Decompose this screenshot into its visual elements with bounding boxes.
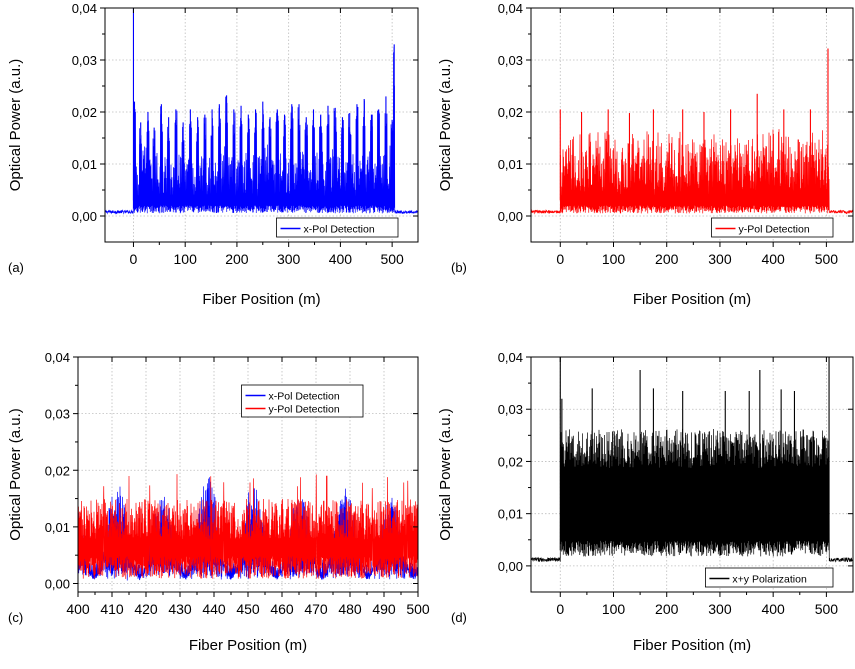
x-tick-label: 100 — [174, 251, 198, 267]
legend-box — [241, 384, 364, 418]
y-tick-label: 0,03 — [498, 402, 523, 417]
y-tick-label: 0,00 — [498, 559, 523, 574]
x-tick-label: 400 — [761, 251, 785, 267]
legend-label: y-Pol Detection — [739, 224, 810, 236]
y-tick-label: 0,00 — [498, 209, 523, 224]
legend: y-Pol Detection — [711, 217, 834, 238]
y-axis-label: Optical Power (a.u.) — [437, 59, 454, 192]
y-tick-label: 0,03 — [72, 53, 97, 68]
series-trace — [105, 47, 418, 215]
series-trace — [78, 474, 418, 579]
plot-frame — [530, 7, 854, 243]
x-tick-label: 500 — [380, 251, 404, 267]
x-tick-label: 500 — [406, 601, 430, 617]
plot-area — [531, 357, 853, 563]
panel-label: (d) — [451, 610, 467, 625]
legend-box — [705, 567, 834, 588]
x-tick-label: 300 — [277, 251, 301, 267]
plot-frame — [530, 356, 854, 593]
x-tick-label: 0 — [556, 601, 564, 617]
series-trace — [531, 129, 853, 215]
x-axis-label: Fiber Position (m) — [189, 637, 307, 654]
legend-box — [711, 217, 834, 238]
legend-label: x-Pol Detection — [304, 224, 375, 236]
plot-frame — [104, 7, 419, 243]
panel-2: 400 410 420 430 440 450 460 470 480 490 500 0,00 0,0… — [7, 350, 430, 654]
panel-0: 0 100 200 300 400 500 0,00 0,01 0,02 0,03 0,04 Fibe… — [7, 1, 419, 308]
plot-area — [531, 48, 853, 215]
x-tick-label: 0 — [130, 251, 138, 267]
y-tick-label: 0,00 — [72, 209, 97, 224]
y-tick-label: 0,00 — [45, 577, 70, 592]
y-tick-label: 0,02 — [72, 105, 97, 120]
x-tick-label: 200 — [655, 251, 679, 267]
y-axis-label: Optical Power (a.u.) — [7, 59, 24, 192]
x-tick-label: 420 — [134, 601, 158, 617]
x-tick-label: 440 — [202, 601, 226, 617]
y-tick-label: 0,03 — [45, 407, 70, 422]
panel-label: (c) — [8, 610, 23, 625]
y-tick-label: 0,02 — [45, 463, 70, 478]
legend-label: x-Pol Detection — [269, 391, 340, 403]
plot-area — [78, 474, 418, 581]
y-tick-label: 0,01 — [498, 507, 523, 522]
y-tick-label: 0,04 — [72, 1, 97, 16]
y-tick-label: 0,01 — [498, 157, 523, 172]
x-tick-label: 450 — [236, 601, 260, 617]
x-tick-label: 480 — [338, 601, 362, 617]
x-tick-label: 410 — [100, 601, 124, 617]
x-tick-label: 200 — [225, 251, 249, 267]
x-tick-label: 300 — [708, 251, 732, 267]
legend-box — [276, 217, 399, 238]
x-tick-label: 300 — [708, 601, 732, 617]
panel-label: (a) — [8, 260, 24, 275]
x-tick-label: 470 — [304, 601, 328, 617]
y-axis-label: Optical Power (a.u.) — [437, 408, 454, 541]
x-tick-label: 0 — [556, 251, 564, 267]
y-tick-label: 0,01 — [72, 157, 97, 172]
x-tick-label: 490 — [372, 601, 396, 617]
y-tick-label: 0,03 — [498, 53, 523, 68]
y-tick-label: 0,02 — [498, 454, 523, 469]
legend: x-Pol Detection — [276, 217, 399, 238]
x-axis-label: Fiber Position (m) — [633, 291, 751, 308]
y-axis-label: Optical Power (a.u.) — [7, 408, 24, 541]
x-axis-label: Fiber Position (m) — [633, 637, 751, 654]
legend-label: y-Pol Detection — [269, 404, 340, 416]
panel-label: (b) — [451, 260, 467, 275]
y-tick-label: 0,04 — [45, 350, 70, 365]
x-tick-label: 100 — [602, 601, 626, 617]
y-tick-label: 0,01 — [45, 520, 70, 535]
x-tick-label: 100 — [602, 251, 626, 267]
legend-label: x+y Polarization — [732, 574, 807, 586]
panel-3: 0 100 200 300 400 500 0,00 0,01 0,02 0,03 0,04 Fibe… — [437, 350, 854, 654]
panel-1: 0 100 200 300 400 500 0,00 0,01 0,02 0,03 0,04 Fibe… — [437, 1, 854, 308]
x-tick-label: 400 — [329, 251, 353, 267]
x-tick-label: 500 — [815, 251, 839, 267]
x-tick-label: 400 — [66, 601, 90, 617]
y-tick-label: 0,04 — [498, 350, 523, 365]
x-tick-label: 430 — [168, 601, 192, 617]
x-tick-label: 500 — [815, 601, 839, 617]
series-trace — [531, 428, 853, 563]
plot-area — [105, 8, 418, 215]
y-tick-label: 0,04 — [498, 1, 523, 16]
x-tick-label: 200 — [655, 601, 679, 617]
y-tick-label: 0,02 — [498, 105, 523, 120]
legend: x+y Polarization — [705, 567, 834, 588]
x-tick-label: 400 — [761, 601, 785, 617]
x-tick-label: 460 — [270, 601, 294, 617]
x-axis-label: Fiber Position (m) — [202, 291, 320, 308]
